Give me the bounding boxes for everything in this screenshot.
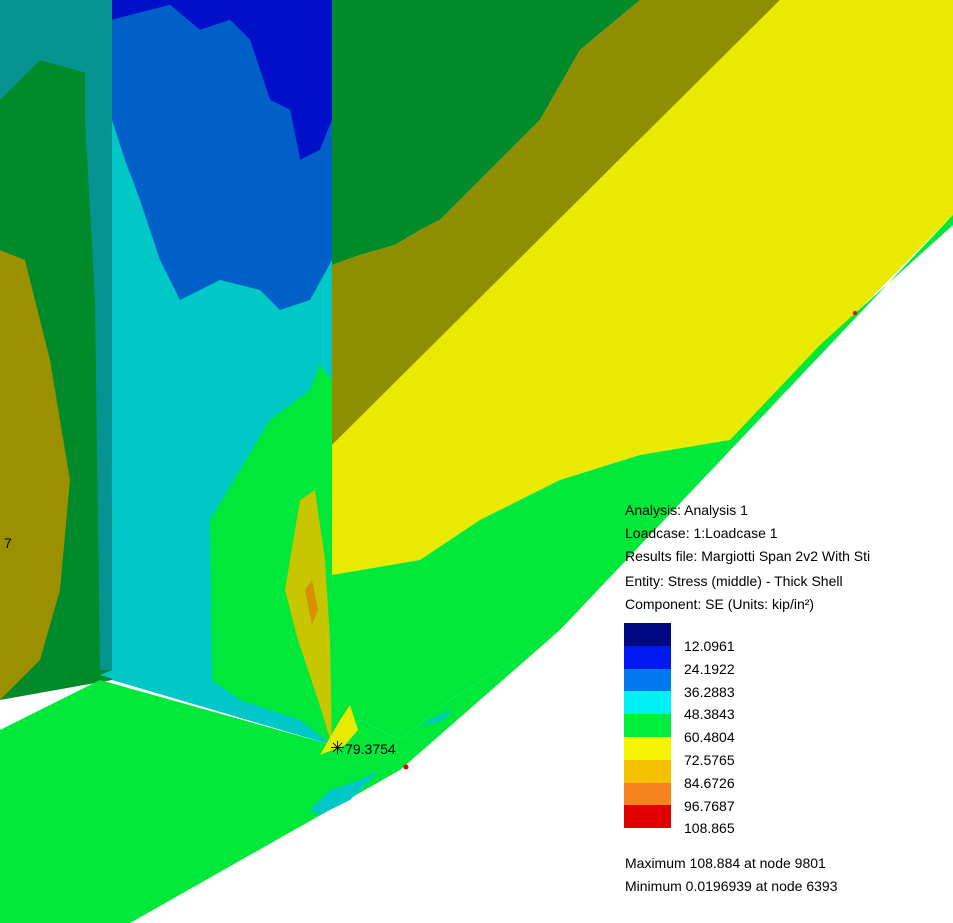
probe-value: 79.3754 — [345, 741, 396, 757]
legend-swatch — [624, 759, 671, 783]
legend-swatch — [624, 668, 671, 692]
asterisk-icon: ✳ — [330, 738, 346, 758]
legend-value: 24.1922 — [684, 660, 735, 677]
bottom-flange-green — [0, 630, 560, 923]
legend-swatch — [624, 714, 671, 738]
legend-value: 12.0961 — [684, 638, 735, 654]
cut-off-label: 7 — [4, 535, 12, 551]
info-component: Component: SE (Units: kip/in²) — [625, 596, 815, 612]
stiffener-yellow-green — [285, 490, 332, 745]
legend-swatch — [624, 805, 671, 829]
legend-swatch — [624, 691, 671, 715]
bottom-flange-cyan-edge — [100, 670, 332, 745]
stiffener-dark-blue — [112, 0, 332, 160]
summary-maximum: Maximum 108.884 at node 9801 — [625, 855, 826, 871]
legend-value: 36.2883 — [684, 683, 735, 700]
bottom-flange-cyan-spot-2 — [420, 708, 455, 725]
summary-minimum: Minimum 0.0196939 at node 6393 — [625, 878, 838, 894]
cutout-white — [130, 225, 953, 923]
legend-swatch — [624, 782, 671, 806]
stiffener-orange-spot — [305, 580, 318, 625]
legend-value: 72.5765 — [684, 752, 735, 768]
stiffener-mid-blue — [112, 5, 332, 310]
max-probe-marker[interactable]: ✳79.3754 — [330, 738, 396, 758]
left-teal-strip — [85, 0, 112, 670]
info-loadcase: Loadcase: 1:Loadcase 1 — [625, 525, 778, 541]
info-analysis: Analysis: Analysis 1 — [625, 502, 748, 518]
node-marker-red — [403, 764, 409, 770]
info-entity: Entity: Stress (middle) - Thick Shell — [625, 573, 843, 589]
legend-value: 48.3843 — [684, 706, 735, 723]
left-olive-region — [0, 250, 70, 700]
bottom-flange-cyan-spot — [310, 770, 380, 815]
node-marker-red-2 — [853, 311, 857, 315]
legend-value: 84.6726 — [684, 774, 735, 791]
flange-yellow — [332, 0, 953, 575]
legend-value: 60.4804 — [684, 729, 735, 746]
bottom-flange-yellow-spot — [320, 705, 358, 755]
legend-swatch — [624, 645, 671, 669]
flange-dark-green — [332, 0, 640, 265]
info-results-file: Results file: Margiotti Span 2v2 With St… — [625, 548, 871, 564]
legend-value: 108.865 — [684, 820, 735, 837]
legend-value: 96.7687 — [684, 797, 735, 814]
legend-swatch — [624, 737, 671, 760]
left-teal-band — [0, 0, 112, 100]
legend-swatch — [624, 623, 671, 646]
flange-green-edge — [332, 215, 953, 745]
